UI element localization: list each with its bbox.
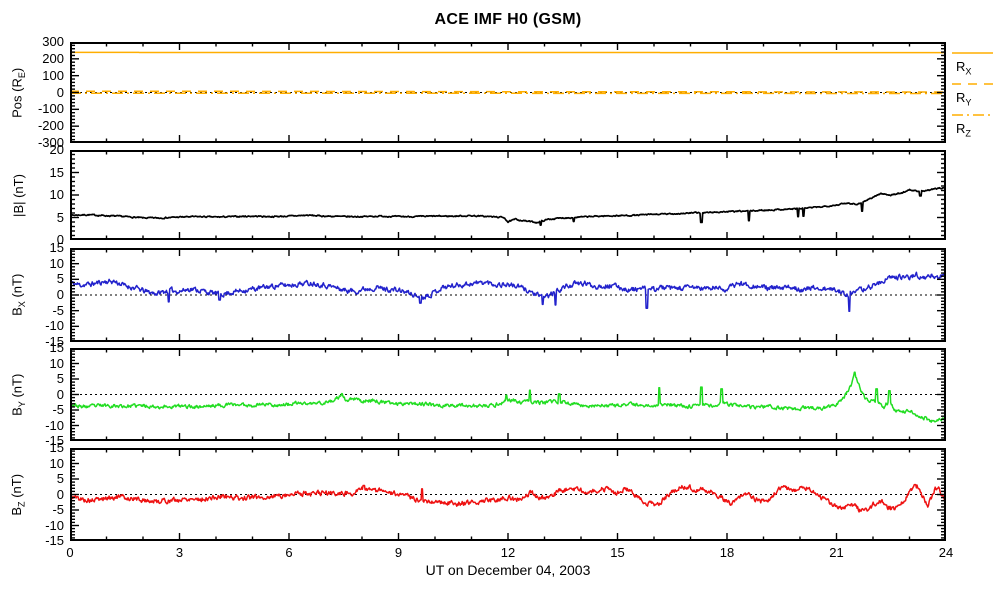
by-trace: [70, 371, 946, 423]
x-tick-label: 24: [938, 545, 954, 560]
legend-label-rz: RZ: [956, 121, 971, 139]
y-axis-label-bz: BZ (nT): [9, 473, 27, 516]
panel-frame: [70, 150, 946, 240]
y-tick-label: 5: [56, 371, 64, 386]
y-tick-label: -15: [45, 533, 64, 548]
ry-trace: [70, 90, 946, 93]
y-axis-label-bx: BX (nT): [9, 273, 27, 317]
y-tick-label: 5: [56, 209, 64, 225]
legend-label-ry: RY: [956, 90, 972, 108]
y-tick-label: -15: [45, 334, 64, 349]
x-tick-label: 3: [175, 545, 184, 560]
y-tick-label: 300: [42, 34, 64, 49]
axis-ticks: [70, 348, 946, 441]
y-tick-label: -10: [45, 417, 64, 433]
y-tick-label: 5: [56, 471, 64, 486]
y-tick-label: -15: [45, 433, 64, 448]
y-axis-label-pos: Pos (RE): [9, 67, 27, 118]
x-tick-label: 15: [610, 545, 625, 560]
chart-title: ACE IMF H0 (GSM): [434, 11, 582, 28]
y-tick-label: 20: [49, 142, 64, 157]
y-tick-label: 15: [49, 440, 64, 455]
x-tick-label: 21: [829, 545, 844, 560]
y-tick-label: 5: [56, 271, 64, 287]
y-tick-label: 0: [56, 287, 64, 302]
panel-bx-plot: [70, 248, 946, 342]
x-tick-label: 6: [285, 545, 293, 560]
y-tick-label: -5: [52, 402, 64, 417]
panel-bz-plot: [70, 448, 946, 541]
y-tick-label: 15: [49, 164, 64, 180]
axis-ticks: [70, 150, 946, 240]
bz-trace: [70, 483, 946, 513]
y-tick-label: 10: [49, 187, 64, 202]
y-tick-label: -10: [45, 517, 64, 533]
legend-label-rx: RX: [956, 59, 972, 77]
y-tick-label: 10: [49, 255, 64, 271]
panel-frame: [70, 348, 946, 441]
y-tick-label: -5: [52, 502, 64, 517]
y-tick-label: 0: [56, 84, 64, 100]
y-tick-label: 0: [56, 232, 64, 247]
y-tick-label: 0: [56, 486, 64, 502]
bx-trace: [70, 271, 946, 313]
x-tick-label: 9: [394, 545, 403, 560]
y-tick-label: 10: [49, 455, 64, 471]
y-tick-label: 200: [42, 50, 64, 66]
y-tick-label: -10: [45, 318, 64, 334]
bmag-trace: [70, 186, 946, 226]
x-tick-label: 12: [500, 545, 516, 560]
y-tick-label: 15: [49, 240, 64, 255]
y-axis-label-bmag: |B| (nT): [10, 173, 26, 217]
x-axis-label: UT on December 04, 2003: [425, 562, 591, 578]
y-tick-label: -5: [52, 302, 64, 318]
y-tick-label: -100: [37, 101, 64, 117]
y-tick-label: -200: [37, 118, 64, 134]
y-tick-label: 15: [49, 340, 64, 355]
y-tick-label: -300: [37, 135, 64, 150]
legend-line-ry: [952, 83, 993, 85]
legend-line-rz: [952, 114, 993, 116]
y-tick-label: 100: [42, 67, 64, 83]
panel-frame: [70, 42, 946, 143]
panel-by-plot: [70, 348, 946, 441]
panel-frame: [70, 248, 946, 342]
legend-line-rx: [952, 52, 993, 54]
panel-pos-plot: [70, 42, 946, 143]
y-axis-label-by: BY (nT): [9, 373, 27, 416]
x-tick-label: 18: [719, 545, 735, 560]
panel-frame: [70, 448, 946, 541]
panel-bmag-plot: [70, 150, 946, 240]
y-tick-label: 0: [56, 386, 64, 402]
x-tick-label: 0: [66, 545, 74, 560]
y-tick-label: 10: [49, 355, 64, 371]
